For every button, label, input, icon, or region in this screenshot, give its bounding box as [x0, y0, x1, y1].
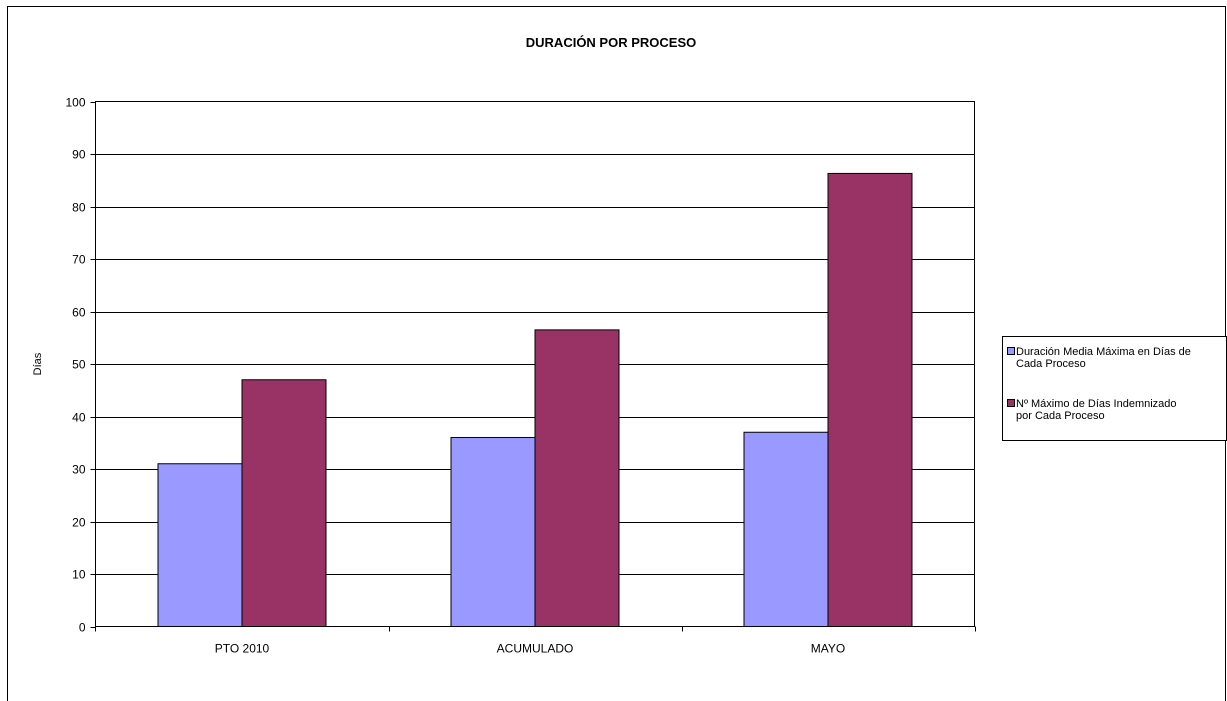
- bar-series2-2: [827, 172, 913, 628]
- y-tick-label: 50: [72, 358, 86, 372]
- legend-label: por Cada Proceso: [1016, 410, 1105, 422]
- y-tick-label: 90: [72, 148, 86, 162]
- bar-series1-2: [743, 431, 829, 627]
- x-category-label: PTO 2010: [215, 642, 270, 656]
- x-category-label: ACUMULADO: [497, 642, 574, 656]
- legend-swatch: [1007, 399, 1015, 407]
- y-tick-label: 70: [72, 253, 86, 267]
- y-tick-label: 20: [72, 516, 86, 530]
- bar-series2-1: [534, 329, 620, 627]
- y-axis-label: Días: [32, 352, 44, 375]
- bar-series1-0: [157, 463, 243, 627]
- y-tick-label: 10: [72, 568, 86, 582]
- legend-label: Duración Media Máxima en Días de: [1016, 346, 1191, 358]
- y-tick-label: 100: [65, 96, 85, 110]
- x-axis-categories: PTO 2010 ACUMULADO MAYO: [95, 626, 976, 656]
- legend-label: Cada Proceso: [1016, 358, 1086, 370]
- y-tick-label: 40: [72, 411, 86, 425]
- bar-series1-1: [450, 437, 536, 627]
- y-tick-label: 60: [72, 306, 86, 320]
- bar-series2-0: [241, 379, 327, 627]
- legend-swatch: [1007, 347, 1015, 355]
- chart-title: DURACIÓN POR PROCESO: [526, 35, 696, 50]
- bars: [157, 172, 913, 628]
- y-tick-label: 30: [72, 463, 86, 477]
- y-tick-label: 0: [79, 621, 86, 635]
- x-category-label: MAYO: [811, 642, 845, 656]
- legend-box: [1002, 336, 1227, 441]
- y-tick-label: 80: [72, 201, 86, 215]
- legend-label: Nº Máximo de Días Indemnizado: [1016, 398, 1177, 410]
- y-axis-ticks: 0 10 20 30 40 50 60 70 80 90 100: [65, 96, 96, 635]
